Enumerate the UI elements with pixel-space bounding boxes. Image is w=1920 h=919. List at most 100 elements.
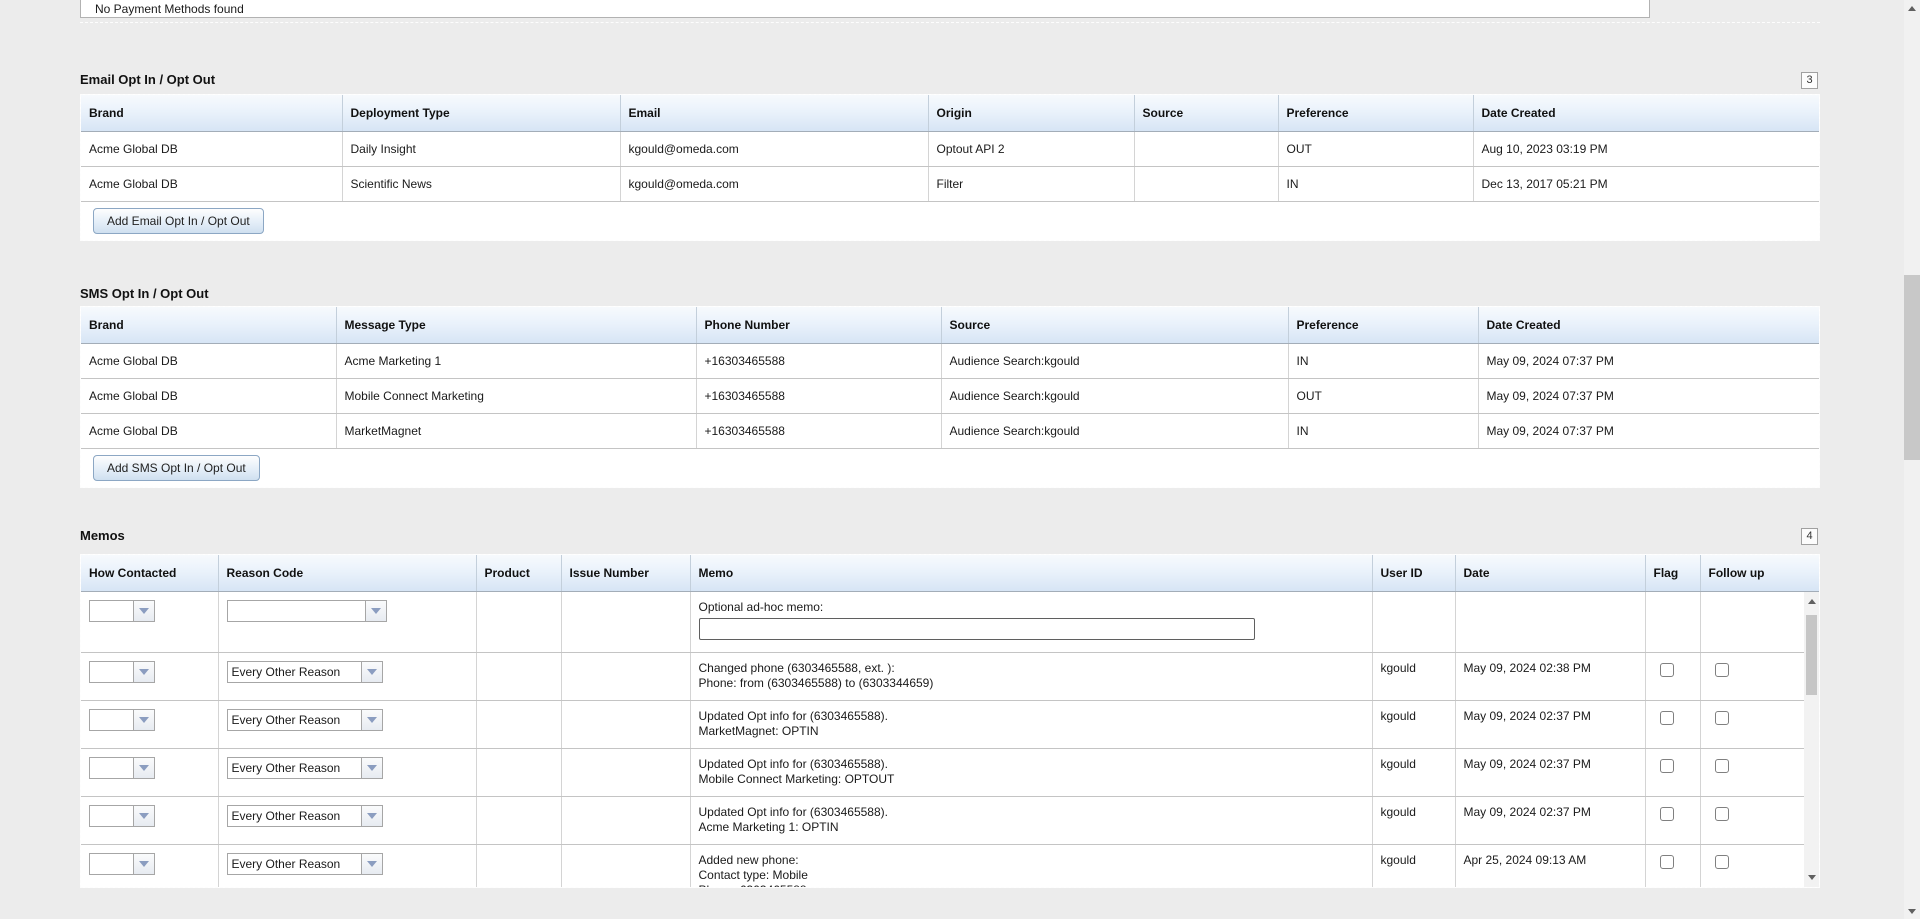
- flag-checkbox[interactable]: [1659, 854, 1674, 869]
- email-optout-header-row: Brand Deployment Type Email Origin Sourc…: [81, 95, 1819, 132]
- message-type-cell: MarketMagnet: [336, 413, 697, 449]
- issue-number-cell: [561, 844, 691, 887]
- page-scroll-thumb[interactable]: [1904, 275, 1920, 460]
- chevron-down-icon: [139, 812, 149, 819]
- preference-cell: IN: [1278, 166, 1474, 202]
- dropdown-arrow-button[interactable]: [360, 709, 382, 730]
- adhoc-memo-label: Optional ad-hoc memo:: [698, 600, 824, 614]
- adhoc-memo-input[interactable]: [698, 618, 1255, 640]
- scroll-down-icon[interactable]: [1904, 903, 1920, 919]
- email-cell: kgould@omeda.com: [620, 131, 929, 167]
- memos-header-table: How Contacted Reason Code Product Issue …: [81, 555, 1819, 592]
- payment-methods-section: No Payment Methods found: [80, 0, 1820, 23]
- dropdown-arrow-button[interactable]: [133, 661, 154, 682]
- user-id-cell: kgould: [1372, 796, 1456, 845]
- column-header-date: Date: [1455, 555, 1646, 592]
- flag-cell: [1645, 592, 1701, 653]
- memos-scrollbar[interactable]: [1804, 592, 1819, 887]
- payment-methods-empty-box: No Payment Methods found: [80, 0, 1650, 18]
- sms-optout-header: SMS Opt In / Opt Out: [80, 286, 1820, 301]
- reason-code-select[interactable]: Every Other Reason: [226, 852, 383, 875]
- date-created-cell: Dec 13, 2017 05:21 PM: [1473, 166, 1819, 202]
- dropdown-arrow-button[interactable]: [133, 601, 154, 621]
- product-cell: [476, 796, 562, 845]
- dropdown-arrow-button[interactable]: [360, 661, 382, 682]
- dropdown-arrow-button[interactable]: [133, 757, 154, 778]
- how-contacted-select[interactable]: [89, 708, 155, 731]
- how-contacted-select[interactable]: [89, 660, 155, 683]
- flag-checkbox[interactable]: [1659, 662, 1674, 677]
- message-type-cell: Acme Marketing 1: [336, 343, 697, 379]
- chevron-down-icon: [366, 668, 377, 675]
- memo-text-line: Phone: 6303465588: [699, 883, 1364, 888]
- dropdown-arrow-button[interactable]: [133, 709, 154, 730]
- flag-checkbox[interactable]: [1659, 806, 1674, 821]
- follow-up-cell: [1700, 796, 1804, 845]
- memo-text-line: Updated Opt info for (6303465588).: [698, 804, 888, 819]
- dropdown-arrow-button[interactable]: [360, 805, 382, 826]
- dropdown-arrow-button[interactable]: [133, 805, 154, 826]
- reason-code-value: Every Other Reason: [231, 664, 341, 679]
- follow-up-checkbox[interactable]: [1714, 806, 1729, 821]
- email-optout-table: Brand Deployment Type Email Origin Sourc…: [80, 94, 1820, 241]
- memos-header: Memos 4: [80, 528, 1820, 545]
- sms-optout-title: SMS Opt In / Opt Out: [80, 286, 209, 301]
- column-header-flag: Flag: [1645, 555, 1701, 592]
- reason-code-select[interactable]: Every Other Reason: [226, 756, 383, 779]
- chevron-down-icon: [370, 608, 381, 614]
- how-contacted-value: [90, 662, 133, 682]
- memos-title: Memos: [80, 528, 125, 543]
- reason-code-select[interactable]: Every Other Reason: [226, 660, 383, 683]
- follow-up-checkbox[interactable]: [1714, 662, 1729, 677]
- email-optout-row: Acme Global DB Scientific News kgould@om…: [81, 166, 1819, 202]
- memos-scroll-thumb[interactable]: [1806, 615, 1817, 695]
- scroll-down-icon[interactable]: [1804, 870, 1819, 885]
- reason-code-select[interactable]: [226, 600, 387, 622]
- memo-cell: Changed phone (6303465588, ext. ): Phone…: [690, 652, 1373, 701]
- memo-text-line: MarketMagnet: OPTIN: [698, 723, 819, 738]
- follow-up-checkbox[interactable]: [1714, 710, 1729, 725]
- product-cell: [476, 592, 562, 653]
- dropdown-arrow-button[interactable]: [360, 853, 382, 874]
- scroll-up-icon[interactable]: [1904, 0, 1920, 16]
- page-scrollbar[interactable]: [1904, 0, 1920, 919]
- email-cell: kgould@omeda.com: [620, 166, 929, 202]
- chevron-down-icon: [366, 716, 377, 723]
- memo-text-line: Acme Marketing 1: OPTIN: [698, 819, 839, 834]
- memo-text-line: Changed phone (6303465588, ext. ):: [698, 660, 895, 675]
- dropdown-arrow-button[interactable]: [364, 601, 386, 621]
- phone-number-cell: +16303465588: [696, 413, 942, 449]
- source-cell: Audience Search:kgould: [941, 413, 1289, 449]
- follow-up-checkbox[interactable]: [1714, 758, 1729, 773]
- sms-optout-row: Acme Global DB Acme Marketing 1 +1630346…: [81, 343, 1819, 379]
- column-header-origin: Origin: [928, 95, 1135, 132]
- date-created-cell: May 09, 2024 07:37 PM: [1478, 343, 1819, 379]
- reason-code-value: Every Other Reason: [231, 760, 341, 775]
- memo-text-line: Added new phone:: [698, 852, 799, 867]
- flag-cell: [1645, 748, 1701, 797]
- column-header-brand: Brand: [81, 307, 337, 344]
- flag-checkbox[interactable]: [1659, 710, 1674, 725]
- date-created-cell: May 09, 2024 07:37 PM: [1478, 378, 1819, 414]
- add-sms-optout-button[interactable]: Add SMS Opt In / Opt Out: [93, 455, 260, 481]
- follow-up-checkbox[interactable]: [1714, 854, 1729, 869]
- memo-cell: Optional ad-hoc memo:: [690, 592, 1373, 653]
- issue-number-cell: [561, 796, 691, 845]
- email-optout-header: Email Opt In / Opt Out 3: [80, 72, 1820, 89]
- how-contacted-select[interactable]: [89, 600, 155, 622]
- dropdown-arrow-button[interactable]: [133, 853, 154, 874]
- chevron-down-icon: [139, 860, 149, 867]
- sms-optout-row: Acme Global DB MarketMagnet +16303465588…: [81, 413, 1819, 449]
- how-contacted-select[interactable]: [89, 756, 155, 779]
- scroll-up-icon[interactable]: [1804, 594, 1819, 609]
- how-contacted-select[interactable]: [89, 852, 155, 875]
- add-email-optout-button[interactable]: Add Email Opt In / Opt Out: [93, 208, 264, 234]
- source-cell: [1134, 131, 1279, 167]
- reason-code-select[interactable]: Every Other Reason: [226, 804, 383, 827]
- date-cell: [1455, 592, 1646, 653]
- sms-optout-button-row: Add SMS Opt In / Opt Out: [81, 448, 1819, 487]
- flag-checkbox[interactable]: [1659, 758, 1674, 773]
- reason-code-select[interactable]: Every Other Reason: [226, 708, 383, 731]
- how-contacted-select[interactable]: [89, 804, 155, 827]
- dropdown-arrow-button[interactable]: [360, 757, 382, 778]
